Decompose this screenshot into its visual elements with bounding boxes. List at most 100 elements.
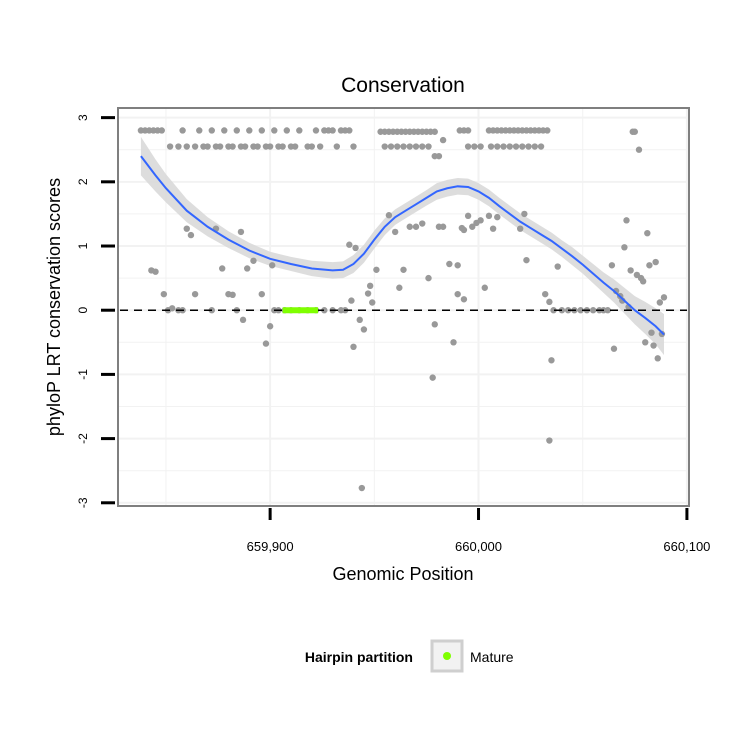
data-point [464, 143, 472, 150]
data-point [631, 128, 639, 135]
legend-title: Hairpin partition [305, 649, 413, 665]
data-point [168, 305, 176, 312]
data-point [321, 307, 328, 314]
data-point [175, 143, 182, 150]
y-tick-label: -2 [76, 433, 90, 444]
overlay-layer [120, 155, 687, 336]
data-point [419, 220, 426, 227]
data-point [644, 229, 651, 237]
data-point [221, 127, 228, 134]
data-point [450, 339, 457, 346]
data-point [229, 291, 236, 299]
data-point [348, 297, 355, 304]
data-point [429, 374, 436, 381]
data-point [454, 262, 461, 269]
data-point [589, 307, 597, 314]
data-point [333, 143, 341, 150]
data-point [648, 329, 655, 336]
data-point [346, 127, 353, 134]
data-point [308, 143, 316, 150]
data-point [608, 262, 616, 269]
data-point [346, 241, 353, 248]
data-point [469, 223, 476, 230]
data-point [179, 127, 186, 134]
data-point [218, 265, 226, 272]
legend-key-mature-dot [443, 652, 451, 660]
data-point [271, 127, 278, 134]
data-point [196, 127, 203, 134]
data-point [521, 210, 528, 218]
data-point [548, 357, 555, 364]
x-axis-title: Genomic Position [332, 564, 473, 584]
data-point [431, 128, 438, 135]
data-point [460, 226, 468, 234]
data-point [216, 143, 224, 150]
data-point [229, 143, 236, 150]
loess-line [140, 155, 665, 336]
data-point [519, 143, 526, 150]
data-point [366, 282, 374, 290]
data-point [439, 223, 447, 230]
data-point [435, 152, 443, 160]
y-tick-label: 2 [76, 178, 90, 185]
legend: Hairpin partition Mature [305, 639, 514, 673]
data-point [356, 316, 363, 324]
data-point [329, 127, 336, 134]
data-point [446, 260, 453, 268]
y-tick-label: -3 [76, 497, 90, 508]
data-point [464, 212, 472, 220]
data-point [204, 143, 211, 150]
data-point [550, 307, 557, 314]
data-point [158, 127, 165, 134]
data-point [621, 244, 628, 251]
data-point [394, 143, 401, 150]
data-point [494, 213, 501, 221]
data-point [487, 143, 495, 150]
data-point [406, 223, 413, 230]
data-point [381, 143, 388, 150]
data-point [360, 326, 368, 333]
data-point [406, 143, 413, 150]
data-point [350, 143, 357, 150]
data-point [258, 127, 265, 134]
data-point [431, 321, 438, 328]
plot-panel [117, 107, 690, 507]
data-point [296, 127, 303, 134]
data-point [412, 223, 420, 230]
data-point [425, 143, 432, 150]
data-point [283, 127, 290, 134]
x-tick-label: 660,000 [455, 539, 502, 554]
data-point [439, 136, 447, 144]
y-axis: -3 -2 -1 0 1 2 3 [76, 114, 115, 508]
data-point [546, 437, 553, 444]
x-tick-label: 659,900 [247, 539, 294, 554]
data-point [425, 274, 432, 282]
data-point [241, 143, 249, 150]
data-point [350, 343, 357, 350]
data-point [642, 339, 649, 346]
data-point [246, 127, 253, 134]
data-point [266, 323, 274, 330]
data-point [537, 143, 545, 150]
data-point [460, 296, 468, 303]
data-point [244, 265, 251, 272]
data-point [523, 256, 530, 264]
data-point [262, 340, 270, 347]
legend-label-mature: Mature [470, 649, 514, 665]
data-point [385, 212, 393, 219]
data-point [546, 298, 553, 306]
data-point [650, 342, 657, 349]
data-point [352, 244, 359, 252]
data-point [412, 143, 420, 150]
data-point [660, 294, 668, 301]
y-tick-label: 3 [76, 114, 90, 121]
data-point [525, 143, 532, 150]
data-point [623, 217, 630, 224]
data-point [477, 143, 484, 150]
data-point [542, 290, 549, 298]
x-axis: 659,900 660,000 660,100 [247, 508, 710, 554]
data-point [489, 225, 497, 232]
data-point [604, 307, 611, 314]
data-point [233, 127, 240, 134]
data-point [471, 143, 478, 150]
